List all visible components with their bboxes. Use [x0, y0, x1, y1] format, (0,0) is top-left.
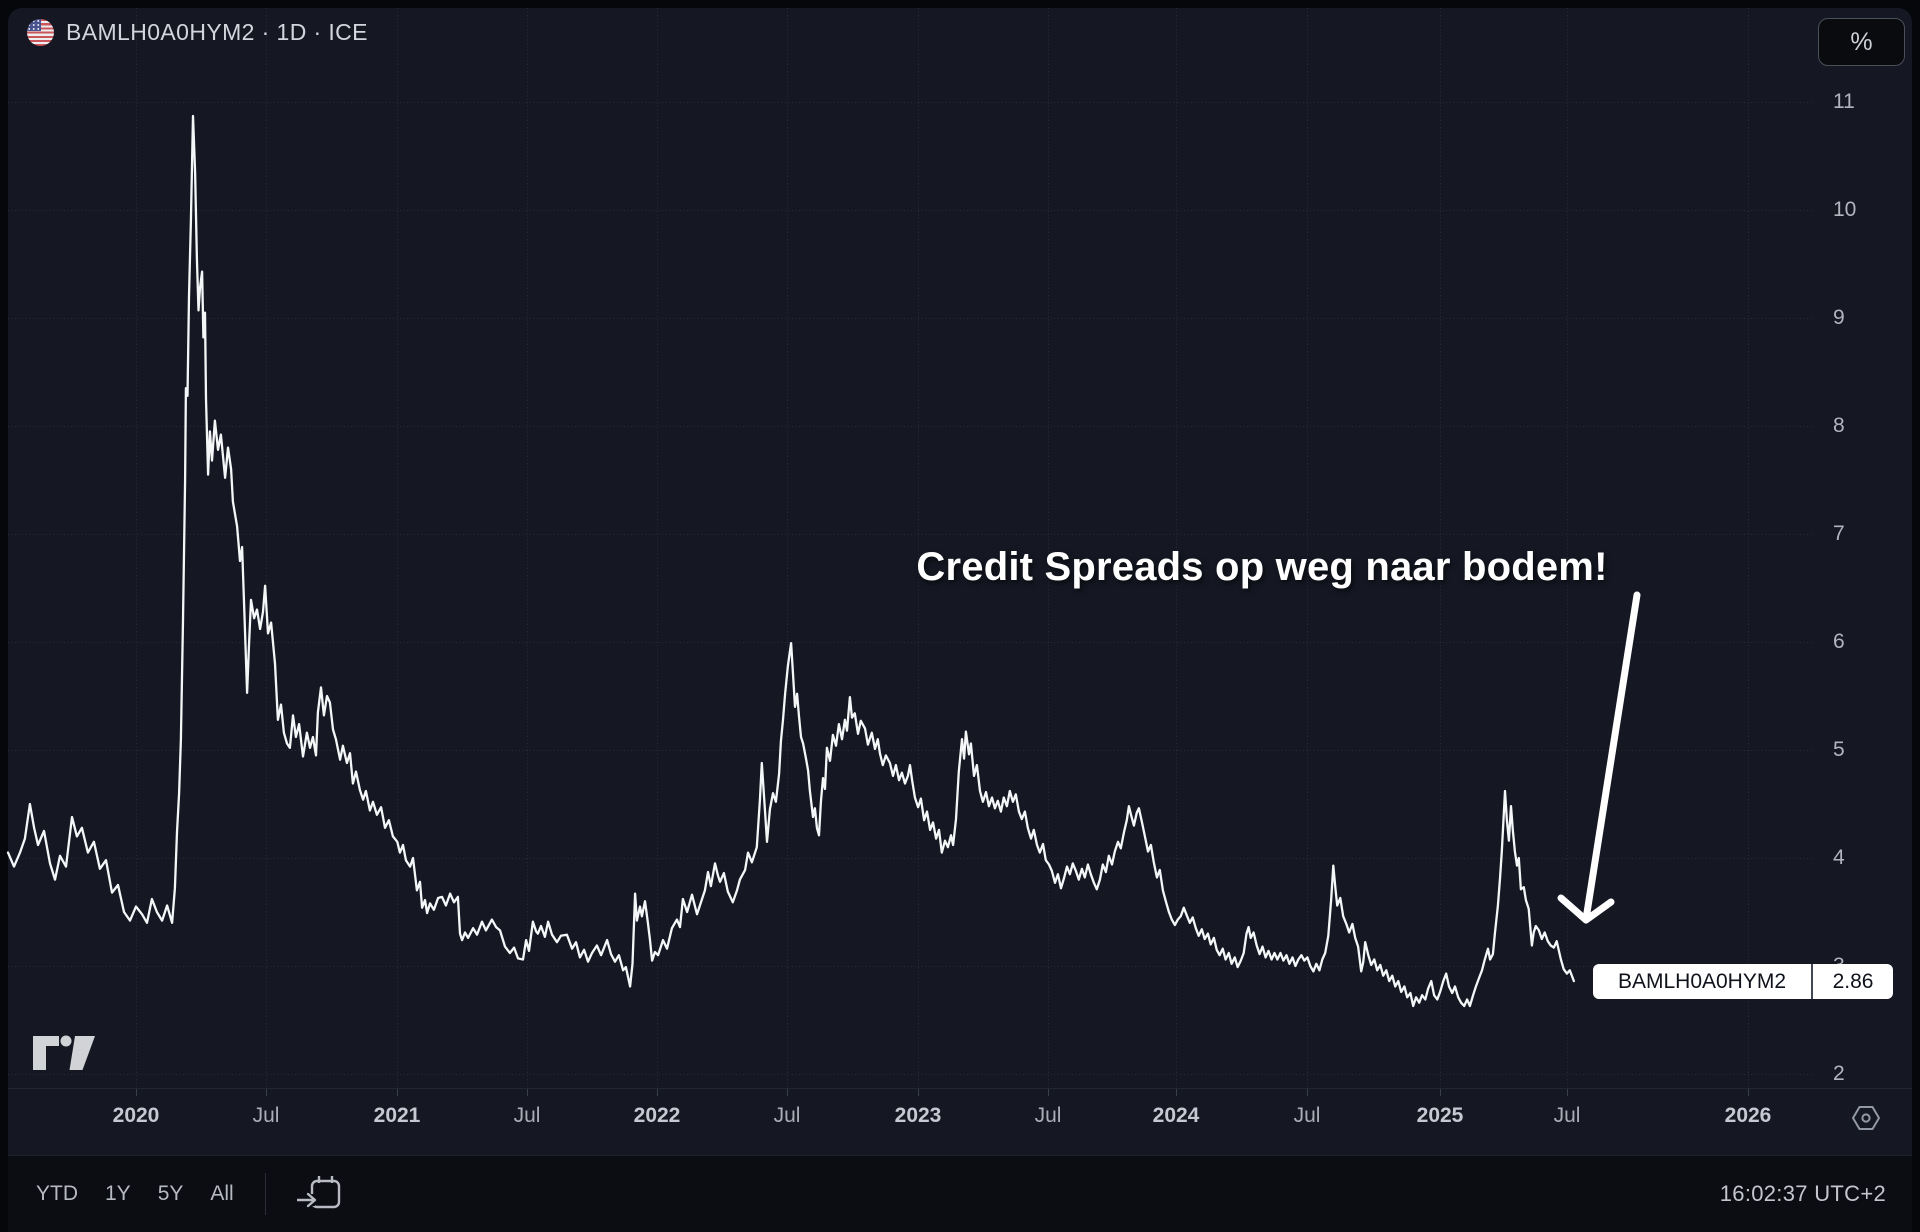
y-axis-label: 10 [1833, 198, 1857, 221]
x-axis-label: 2023 [894, 1104, 942, 1127]
x-axis-label: Jul [773, 1104, 801, 1127]
range-button-5y[interactable]: 5Y [158, 1176, 184, 1212]
tradingview-logo[interactable] [33, 1035, 95, 1071]
y-axis-label: 9 [1833, 306, 1845, 329]
x-axis-label: Jul [1293, 1104, 1321, 1127]
y-axis-label: 8 [1833, 414, 1845, 437]
price-label-value: 2.86 [1832, 969, 1874, 993]
timescale-settings-button[interactable] [1848, 1100, 1886, 1136]
toolbar-divider [264, 1173, 266, 1215]
goto-date-button[interactable] [293, 1173, 343, 1215]
x-axis-label: Jul [513, 1104, 541, 1127]
us-flag-icon [27, 19, 54, 46]
x-axis-label: 2020 [112, 1104, 160, 1127]
y-axis-label: 4 [1833, 846, 1845, 869]
last-price-label: BAMLH0A0HYM2 2.86 [1593, 964, 1893, 1000]
x-axis-label: Jul [1553, 1104, 1581, 1127]
price-label-divider [1811, 964, 1813, 1000]
annotation-arrow[interactable] [1557, 591, 1641, 924]
range-button-1y[interactable]: 1Y [105, 1176, 131, 1212]
range-button-all[interactable]: All [210, 1176, 233, 1212]
percent-unit-button[interactable]: % [1818, 18, 1905, 66]
y-axis-label: 2 [1833, 1062, 1845, 1085]
y-axis-label: 5 [1833, 738, 1845, 761]
series-line [6, 114, 1576, 1008]
gear-icon [1852, 1106, 1880, 1130]
x-axis-label: Jul [252, 1104, 280, 1127]
x-axis-label: 2022 [633, 1104, 681, 1127]
symbol-title[interactable]: BAMLH0A0HYM2 · 1D · ICE [66, 19, 368, 45]
y-axis-label: 6 [1833, 630, 1845, 653]
x-axis-label: Jul [1034, 1104, 1062, 1127]
y-axis-label: 11 [1833, 90, 1855, 113]
range-button-ytd[interactable]: YTD [36, 1176, 78, 1212]
symbol-header[interactable]: BAMLH0A0HYM2 · 1D · ICE [27, 19, 368, 46]
x-axis-label: 2026 [1724, 1104, 1772, 1127]
chart-widget [8, 8, 1912, 1232]
x-axis-label: 2024 [1152, 1104, 1200, 1127]
y-axis-label: 7 [1833, 522, 1845, 545]
annotation-text[interactable]: Credit Spreads op weg naar bodem! [916, 545, 1608, 589]
bottom-toolbar: YTD 1Y 5Y All 16:02:37 UTC+2 [8, 1155, 1912, 1232]
price-label-symbol: BAMLH0A0HYM2 [1617, 969, 1787, 993]
calendar-arrow-icon [296, 1176, 340, 1209]
x-axis-label: 2025 [1416, 1104, 1464, 1127]
x-axis-label: 2021 [373, 1104, 421, 1127]
clock-readout[interactable]: 16:02:37 UTC+2 [1719, 1181, 1886, 1206]
